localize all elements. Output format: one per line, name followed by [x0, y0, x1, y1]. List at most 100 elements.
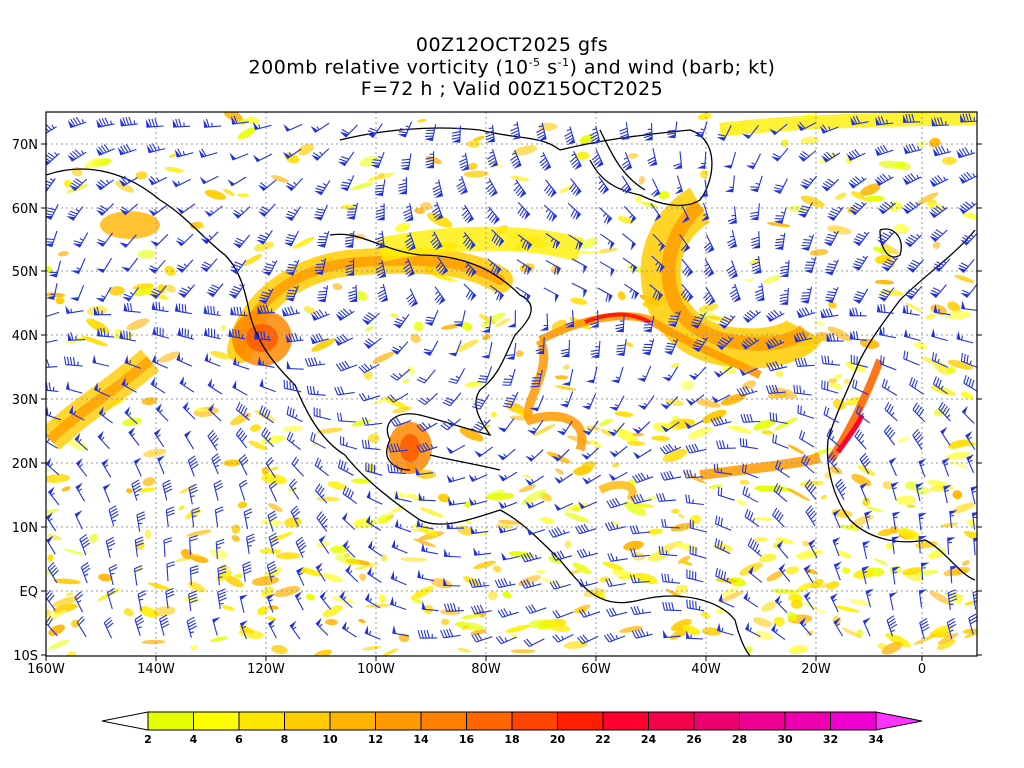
barb-flag	[433, 190, 442, 196]
barb-flag	[46, 186, 49, 189]
wind-barb	[715, 336, 734, 351]
barb-flag	[905, 351, 909, 360]
barb-pennant	[498, 501, 505, 509]
barb-flag	[163, 482, 172, 488]
barb-pennant	[395, 518, 399, 528]
barb-pennant	[774, 245, 783, 250]
barb-pennant	[505, 355, 515, 360]
barb-half-flag	[648, 340, 654, 343]
wind-barb	[610, 366, 624, 384]
barb-flag	[622, 162, 631, 169]
barb-shaft	[443, 584, 461, 587]
wind-barb	[850, 115, 869, 126]
barb-flag	[603, 634, 610, 643]
barb-pennant	[932, 148, 939, 156]
vorticity-patch	[108, 286, 125, 296]
barb-shaft	[150, 383, 166, 394]
barb-half-flag	[598, 180, 603, 184]
barb-half-flag	[630, 264, 634, 269]
barb-half-flag	[139, 598, 144, 601]
barb-pennant	[497, 427, 507, 433]
barb-shaft	[674, 121, 678, 139]
barb-shaft	[181, 259, 194, 273]
barb-pennant	[374, 192, 383, 197]
barb-flag	[589, 321, 599, 326]
wind-barb	[403, 203, 414, 222]
barb-flag	[889, 431, 896, 439]
barb-shaft	[704, 258, 715, 274]
barb-shaft	[595, 125, 601, 143]
barb-flag	[178, 118, 182, 127]
barb-half-flag	[888, 231, 893, 235]
wind-barb	[69, 284, 85, 302]
wind-barb	[46, 615, 58, 637]
barb-flag	[479, 604, 485, 613]
barb-flag	[264, 408, 269, 417]
barb-half-flag	[112, 519, 117, 522]
barb-flag	[177, 237, 185, 243]
wind-barb	[826, 428, 841, 448]
barb-flag	[962, 113, 966, 122]
barb-pennant	[862, 540, 871, 547]
barb-flag	[574, 526, 581, 534]
barb-flag	[291, 456, 298, 465]
barb-flag	[236, 237, 245, 243]
barb-flag	[568, 182, 575, 191]
wind-barb	[217, 565, 227, 586]
barb-pennant	[66, 216, 76, 221]
barb-flag	[205, 118, 210, 128]
wind-barb	[641, 338, 655, 356]
barb-flag	[175, 118, 179, 128]
barb-shaft	[651, 178, 661, 195]
vorticity-patch	[540, 516, 555, 525]
wind-barb	[715, 440, 736, 450]
wind-barb	[607, 422, 625, 437]
barb-flag	[823, 153, 831, 160]
wind-barb	[256, 229, 273, 245]
barb-flag	[70, 182, 79, 188]
barb-half-flag	[394, 576, 398, 581]
barb-half-flag	[803, 390, 805, 395]
barb-half-flag	[51, 124, 55, 129]
barb-flag	[526, 579, 532, 587]
wind-barb	[203, 118, 222, 128]
barb-flag	[315, 334, 321, 342]
vorticity-patch	[952, 490, 963, 500]
barb-pennant	[696, 164, 705, 169]
barb-pennant	[470, 525, 476, 534]
barb-flag	[395, 417, 402, 425]
vorticity-patch	[828, 378, 838, 383]
wind-barb	[622, 233, 637, 251]
barb-flag	[564, 131, 572, 137]
wind-barb	[578, 609, 601, 618]
barb-flag	[375, 184, 385, 187]
barb-flag	[336, 412, 340, 421]
barb-flag	[798, 430, 803, 439]
barb-flag	[495, 636, 502, 645]
barb-flag	[433, 212, 442, 219]
vorticity-patch	[635, 195, 643, 204]
wind-barb	[852, 288, 869, 304]
barb-flag	[69, 356, 73, 366]
barb-flag	[471, 634, 477, 643]
barb-half-flag	[318, 568, 323, 572]
wind-barb	[554, 473, 573, 484]
barb-pennant	[724, 188, 734, 193]
barb-shaft	[46, 440, 58, 449]
barb-half-flag	[888, 174, 892, 179]
colorbar-label: 26	[686, 733, 702, 746]
vorticity-patch	[46, 266, 53, 273]
barb-flag	[471, 428, 479, 433]
wind-barb	[310, 333, 329, 345]
wind-barb	[854, 429, 867, 450]
barb-pennant	[418, 492, 423, 501]
wind-barb	[390, 570, 407, 586]
barb-half-flag	[779, 310, 783, 315]
vorticity-patch	[744, 278, 753, 282]
barb-pennant	[425, 164, 434, 169]
barb-pennant	[198, 149, 205, 158]
barb-shaft	[878, 334, 896, 339]
barb-shaft	[776, 544, 789, 559]
barb-flag	[506, 397, 515, 400]
barb-flag	[485, 133, 494, 138]
